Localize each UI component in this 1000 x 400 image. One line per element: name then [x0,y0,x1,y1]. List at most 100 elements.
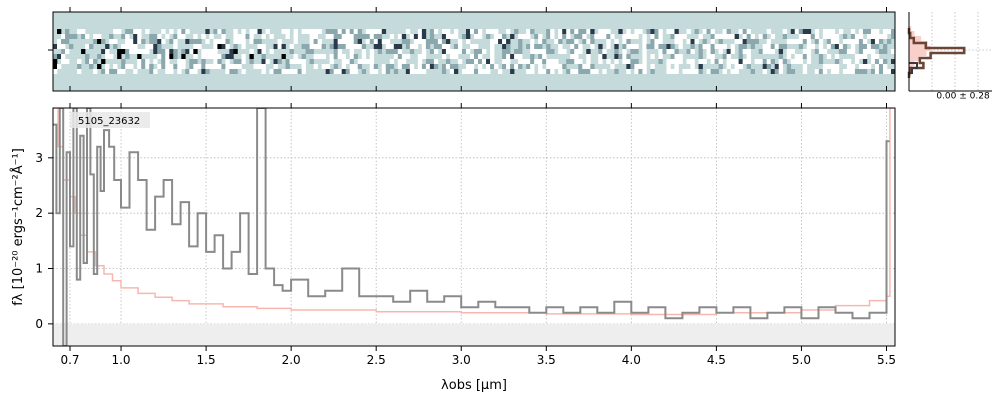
heatmap-pixel [590,64,595,69]
heatmap-pixel [646,44,651,49]
heatmap-pixel [634,59,639,64]
heatmap-pixel [670,49,675,54]
heatmap-pixel [742,39,747,44]
heatmap-pixel [518,34,523,39]
heatmap-pixel [437,44,443,49]
heatmap-pixel [794,59,800,64]
heatmap-pixel [105,44,110,49]
heatmap-pixel [257,49,262,54]
heatmap-pixel [638,29,643,34]
heatmap-pixel [85,44,90,49]
heatmap-pixel [373,34,379,39]
heatmap-pixel [790,39,796,44]
heatmap-pixel [670,44,675,49]
heatmap-pixel [886,69,892,74]
heatmap-pixel [642,64,647,69]
heatmap-pixel [333,29,338,34]
heatmap-pixel [53,54,58,59]
heatmap-pixel [678,34,683,39]
heatmap-pixel [193,49,198,54]
heatmap-pixel [518,44,523,49]
heatmap-pixel [189,49,194,54]
heatmap-pixel [830,39,836,44]
heatmap-pixel [101,39,106,44]
heatmap-pixel [261,64,266,69]
heatmap-pixel [197,64,202,69]
heatmap-pixel [153,34,158,39]
heatmap-pixel [337,34,342,39]
heatmap-pixel [754,39,759,44]
heatmap-pixel [818,49,824,54]
heatmap-pixel [257,39,262,44]
heatmap-pixel [429,49,435,54]
heatmap-pixel [854,59,860,64]
heatmap-pixel [165,69,170,74]
heatmap-pixel [710,34,715,39]
heatmap-pixel [674,54,679,59]
heatmap-pixel [453,69,459,74]
heatmap-pixel [133,44,138,49]
heatmap-pixel [658,59,663,64]
heatmap-pixel [574,44,579,49]
heatmap-pixel [670,59,675,64]
heatmap-pixel [61,54,66,59]
heatmap-pixel [441,54,447,59]
heatmap-pixel [345,39,351,44]
heatmap-pixel [417,39,423,44]
heatmap-pixel [738,29,743,34]
heatmap-pixel [205,39,210,44]
heatmap-pixel [301,29,306,34]
heatmap-pixel [233,49,238,54]
heatmap-pixel [634,29,639,34]
heatmap-pixel [862,29,868,34]
heatmap-pixel [385,64,391,69]
x-tick-label: 3.0 [452,353,471,367]
heatmap-pixel [578,69,583,74]
heatmap-pixel [606,34,611,39]
heatmap-pixel [113,29,118,34]
heatmap-pixel [778,54,784,59]
heatmap-pixel [758,34,763,39]
heatmap-pixel [121,49,126,54]
heatmap-pixel [870,54,876,59]
heatmap-pixel [145,49,150,54]
heatmap-pixel [237,59,242,64]
heatmap-pixel [333,54,338,59]
heatmap-pixel [502,59,507,64]
heatmap-pixel [213,59,218,64]
heatmap-pixel [233,29,238,34]
heatmap-pixel [109,54,114,59]
heatmap-pixel [850,29,856,34]
heatmap-pixel [213,49,218,54]
heatmap-pixel [433,49,439,54]
heatmap-pixel [105,64,110,69]
heatmap-pixel [478,49,483,54]
heatmap-pixel [329,29,334,34]
heatmap-pixel [514,64,519,69]
heatmap-pixel [369,49,375,54]
heatmap-pixel [393,69,399,74]
heatmap-pixel [409,69,415,74]
heatmap-pixel [81,34,86,39]
heatmap-pixel [425,64,431,69]
heatmap-pixel [325,69,330,74]
heatmap-pixel [734,64,739,69]
heatmap-pixel [558,29,563,34]
heatmap-pixel [762,69,767,74]
heatmap-pixel [734,59,739,64]
heatmap-pixel [65,39,70,44]
heatmap-pixel [397,44,403,49]
heatmap-pixel [738,39,743,44]
heatmap-pixel [217,54,222,59]
heatmap-pixel [349,49,355,54]
heatmap-pixel [405,54,411,59]
heatmap-pixel [229,49,234,54]
heatmap-pixel [890,34,896,39]
heatmap-pixel [157,34,162,39]
heatmap-pixel [510,64,515,69]
heatmap-pixel [594,34,599,39]
heatmap-pixel [329,69,334,74]
heatmap-pixel [626,69,631,74]
heatmap-pixel [301,44,306,49]
heatmap-pixel [365,39,371,44]
